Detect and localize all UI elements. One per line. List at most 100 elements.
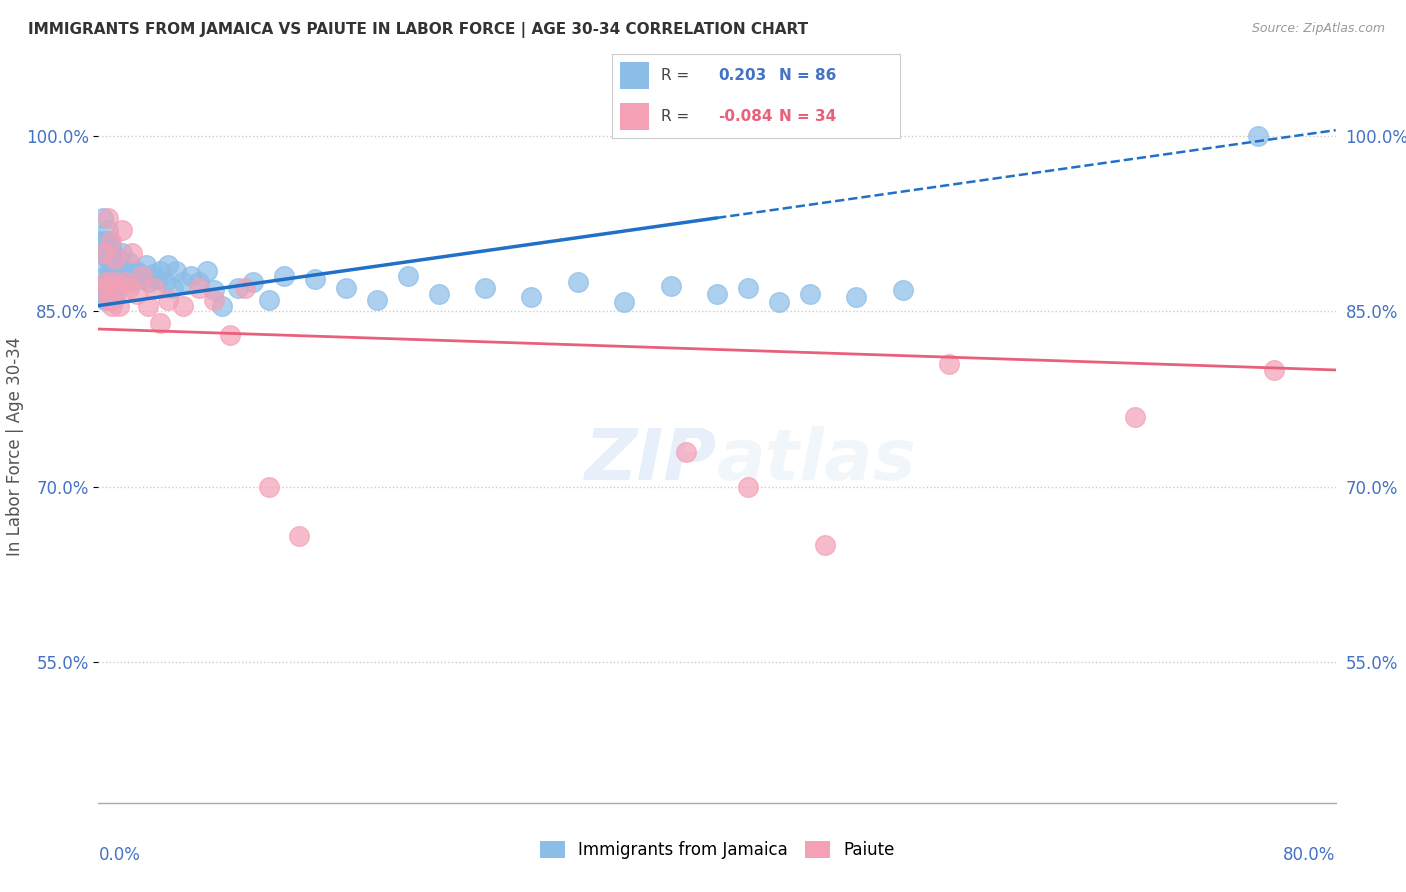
Point: [97, 293, 120, 307]
Point: [112, 263, 135, 277]
Point: [104, 252, 127, 266]
Point: [93, 269, 115, 284]
Point: [153, 275, 176, 289]
Point: [366, 293, 388, 307]
Point: [257, 293, 280, 307]
Text: Source: ZipAtlas.com: Source: ZipAtlas.com: [1251, 22, 1385, 36]
Point: [96, 258, 118, 272]
Point: [567, 275, 589, 289]
Point: [891, 284, 914, 298]
Text: ZIP: ZIP: [585, 425, 717, 495]
Point: [98, 252, 121, 266]
Bar: [620, 62, 650, 89]
Point: [91, 211, 114, 225]
Point: [288, 529, 311, 543]
Point: [103, 275, 125, 289]
Point: [121, 246, 143, 260]
Point: [127, 263, 149, 277]
Point: [1263, 363, 1285, 377]
Point: [105, 263, 128, 277]
Text: N = 34: N = 34: [779, 109, 837, 124]
Text: -0.084: -0.084: [718, 109, 773, 124]
Point: [1123, 409, 1146, 424]
Point: [157, 258, 180, 272]
Point: [103, 271, 125, 285]
Point: [105, 281, 128, 295]
Point: [96, 275, 118, 289]
Point: [97, 252, 120, 266]
Point: [173, 299, 195, 313]
Point: [335, 281, 357, 295]
Point: [121, 267, 143, 281]
Point: [304, 271, 326, 285]
Point: [103, 293, 125, 307]
Point: [938, 357, 960, 371]
Point: [101, 246, 124, 260]
Point: [474, 281, 496, 295]
Point: [101, 290, 124, 304]
Text: R =: R =: [661, 68, 689, 83]
Point: [135, 258, 157, 272]
Point: [675, 445, 697, 459]
Point: [101, 269, 124, 284]
Point: [122, 271, 145, 285]
Point: [118, 255, 141, 269]
Point: [157, 293, 180, 307]
Point: [146, 271, 169, 285]
Text: N = 86: N = 86: [779, 68, 837, 83]
Y-axis label: In Labor Force | Age 30-34: In Labor Force | Age 30-34: [6, 336, 24, 556]
Point: [129, 267, 152, 281]
Point: [100, 240, 122, 254]
Point: [108, 260, 131, 274]
Point: [149, 316, 172, 330]
Point: [143, 281, 166, 295]
Point: [162, 281, 184, 295]
Point: [100, 234, 122, 248]
Point: [257, 480, 280, 494]
Point: [104, 278, 127, 293]
Point: [204, 293, 226, 307]
Point: [97, 275, 120, 289]
Text: 0.0%: 0.0%: [98, 846, 141, 863]
Point: [737, 480, 759, 494]
Point: [188, 281, 211, 295]
Point: [737, 281, 759, 295]
Point: [180, 269, 202, 284]
Point: [138, 275, 160, 289]
Point: [103, 252, 125, 266]
Point: [659, 278, 682, 293]
Point: [195, 263, 218, 277]
Point: [226, 281, 249, 295]
Point: [98, 293, 121, 307]
Point: [396, 269, 419, 284]
Point: [91, 281, 114, 295]
Point: [111, 275, 134, 289]
Point: [132, 271, 155, 285]
Point: [104, 258, 127, 272]
Point: [111, 222, 134, 236]
Point: [96, 275, 118, 289]
Point: [165, 263, 187, 277]
Point: [111, 246, 134, 260]
Text: R =: R =: [661, 109, 689, 124]
Point: [120, 275, 142, 289]
Point: [235, 281, 257, 295]
Point: [98, 234, 121, 248]
Point: [142, 267, 165, 281]
Point: [114, 275, 136, 289]
Point: [100, 281, 122, 295]
Point: [96, 293, 118, 307]
Point: [520, 290, 543, 304]
Point: [127, 287, 149, 301]
Point: [91, 246, 114, 260]
Point: [136, 299, 159, 313]
Legend: Immigrants from Jamaica, Paiute: Immigrants from Jamaica, Paiute: [533, 834, 901, 866]
Point: [768, 295, 790, 310]
Point: [1247, 128, 1270, 143]
Point: [115, 263, 138, 277]
Point: [845, 290, 868, 304]
Point: [97, 211, 120, 225]
Bar: [620, 103, 650, 130]
Point: [149, 263, 172, 277]
Point: [118, 281, 141, 295]
